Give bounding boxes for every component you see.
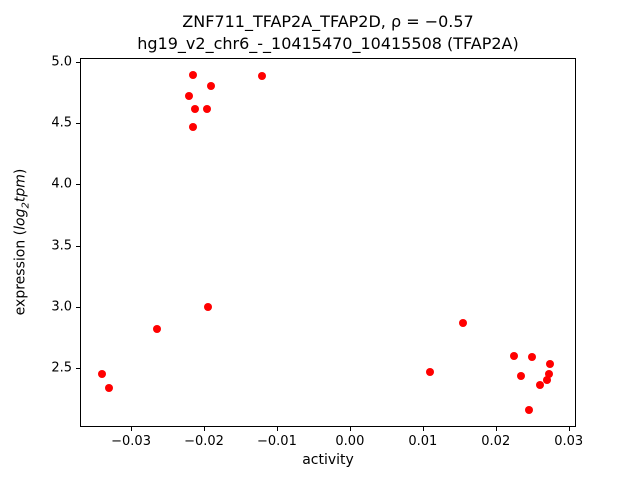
x-tick-mark	[349, 427, 351, 431]
data-point	[535, 381, 544, 390]
y-tick-mark	[76, 122, 80, 124]
y-axis-label-sub: 2	[20, 202, 32, 209]
y-tick-mark	[76, 184, 80, 186]
y-axis-label-prefix: expression (	[12, 229, 29, 316]
y-tick-label: 5.0	[51, 54, 72, 70]
y-tick-mark	[76, 306, 80, 308]
data-point	[97, 370, 106, 379]
x-tick-label: 0.03	[554, 434, 584, 449]
y-axis-label-suffix: tpm	[12, 174, 29, 203]
x-tick-mark	[422, 427, 424, 431]
data-point	[510, 351, 518, 360]
x-tick-label: 0.01	[408, 434, 438, 449]
data-point	[105, 383, 114, 392]
data-point	[203, 302, 212, 311]
data-point	[517, 371, 526, 380]
chart-title-line2: hg19_v2_chr6_-_10415470_10415508 (TFAP2A…	[137, 34, 519, 53]
data-point	[545, 370, 553, 379]
data-point	[189, 122, 198, 131]
y-axis-label-close: )	[12, 168, 29, 175]
data-point	[426, 367, 435, 376]
x-tick-mark	[276, 427, 278, 431]
data-point	[546, 360, 555, 369]
plot-area	[80, 58, 576, 427]
x-tick-mark	[568, 427, 570, 431]
x-tick-label: −0.01	[257, 434, 297, 449]
y-tick-label: 2.5	[51, 360, 72, 376]
y-tick-label: 4.5	[51, 115, 72, 131]
y-tick-mark	[76, 61, 80, 63]
data-point	[185, 92, 194, 100]
data-point	[258, 72, 267, 81]
y-tick-mark	[76, 368, 80, 370]
data-point	[152, 324, 161, 333]
data-point	[189, 71, 198, 80]
y-tick-label: 3.5	[51, 238, 72, 254]
y-axis-label-log: log	[12, 208, 29, 230]
x-tick-label: −0.02	[184, 434, 224, 449]
y-tick-label: 3.0	[51, 299, 72, 315]
x-tick-label: 0.00	[335, 434, 365, 449]
data-point	[202, 105, 211, 114]
data-point	[528, 353, 537, 362]
y-tick-label: 4.0	[51, 176, 72, 192]
x-axis-label: activity	[302, 452, 354, 468]
data-point	[524, 405, 533, 414]
x-tick-mark	[131, 427, 133, 431]
x-tick-mark	[204, 427, 205, 431]
data-point	[542, 376, 551, 385]
data-point	[458, 318, 467, 327]
y-axis-label: expression (log2tpm)	[13, 169, 32, 316]
x-tick-label: 0.02	[481, 434, 511, 449]
data-point	[190, 105, 199, 114]
chart-title-line1: ZNF711_TFAP2A_TFAP2D, ρ = −0.57	[182, 12, 474, 31]
x-tick-label: −0.03	[111, 434, 151, 449]
x-tick-mark	[495, 427, 497, 431]
y-tick-mark	[76, 245, 80, 247]
data-point	[207, 82, 216, 91]
